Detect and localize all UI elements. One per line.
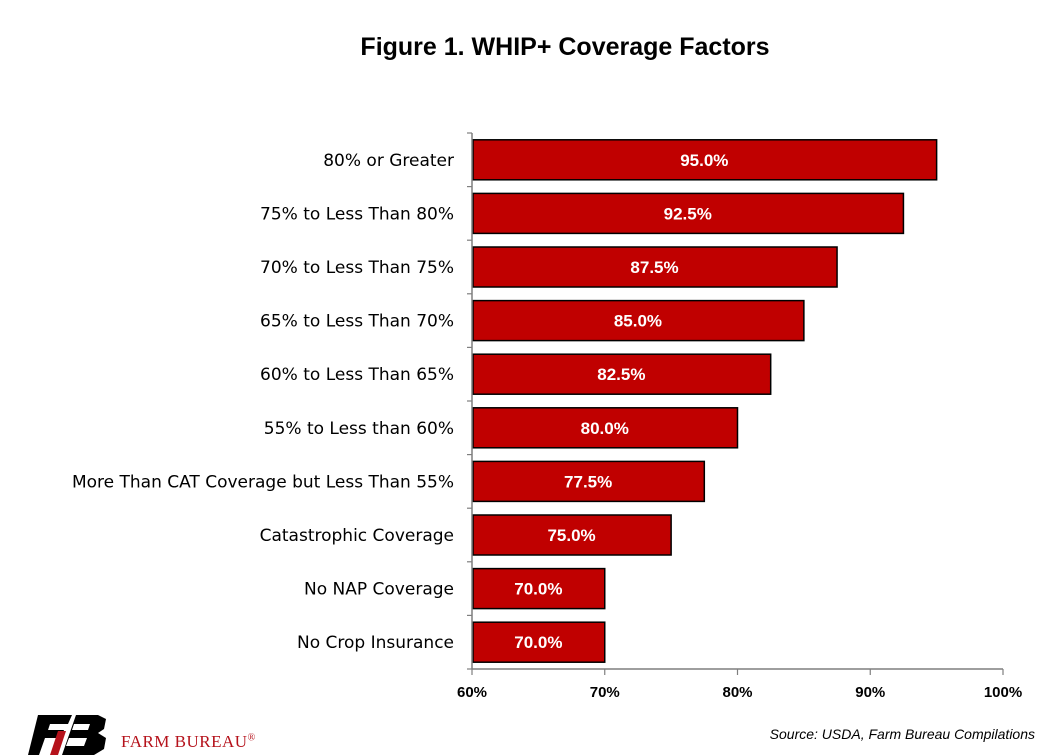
data-label: 95.0% bbox=[680, 151, 728, 170]
farm-bureau-logo-text: FARM BUREAU® bbox=[121, 732, 256, 752]
category-label: No NAP Coverage bbox=[304, 580, 454, 600]
bar bbox=[472, 139, 938, 181]
bar bbox=[472, 567, 606, 610]
source-note: Source: USDA, Farm Bureau Compilations bbox=[769, 726, 1035, 742]
category-label: Catastrophic Coverage bbox=[260, 526, 454, 546]
data-label: 85.0% bbox=[614, 312, 662, 331]
category-label: More Than CAT Coverage but Less Than 55% bbox=[72, 472, 454, 492]
farm-bureau-logo-icon bbox=[28, 715, 106, 755]
bar bbox=[472, 514, 672, 556]
category-labels-group: 80% or Greater 75% to Less Than 80% 70% to… bbox=[72, 151, 454, 653]
data-labels-group: 95.0% 92.5% 87.5% 85.0% 82.5% 80.0% 77.5% 75.0%… bbox=[514, 151, 728, 652]
bar bbox=[472, 621, 606, 663]
x-tick-label: 100% bbox=[984, 684, 1022, 701]
data-label: 70.0% bbox=[514, 580, 562, 599]
bar bbox=[472, 299, 805, 342]
category-label: 65% to Less Than 70% bbox=[260, 312, 454, 332]
category-label: 80% or Greater bbox=[323, 151, 454, 171]
bar bbox=[472, 246, 838, 288]
category-label: 55% to Less than 60% bbox=[264, 419, 454, 439]
data-label: 82.5% bbox=[597, 365, 645, 384]
category-label: No Crop Insurance bbox=[297, 633, 454, 653]
farm-bureau-logo: FARM BUREAU® bbox=[28, 713, 288, 755]
data-label: 70.0% bbox=[514, 633, 562, 652]
bar-chart: Figure 1. WHIP+ Coverage Factors 80% or … bbox=[72, 33, 1022, 701]
category-label: 75% to Less Than 80% bbox=[260, 204, 454, 224]
x-tick-label: 70% bbox=[590, 684, 620, 701]
bar bbox=[472, 407, 739, 449]
x-tick-label: 80% bbox=[722, 684, 752, 701]
x-tick-label: 90% bbox=[855, 684, 885, 701]
registered-mark: ® bbox=[247, 732, 256, 744]
chart-title: Figure 1. WHIP+ Coverage Factors bbox=[360, 33, 769, 61]
data-label: 80.0% bbox=[581, 419, 629, 438]
data-label: 92.5% bbox=[664, 204, 712, 223]
x-tick-label: 60% bbox=[457, 684, 487, 701]
bar bbox=[472, 192, 905, 235]
data-label: 77.5% bbox=[564, 472, 612, 491]
logo-text: FARM BUREAU bbox=[121, 732, 248, 751]
category-label: 60% to Less Than 65% bbox=[260, 365, 454, 385]
data-label: 75.0% bbox=[547, 526, 595, 545]
axes-group: 60% 70% 80% 90% 100% bbox=[457, 132, 1022, 701]
category-label: 70% to Less Than 75% bbox=[260, 258, 454, 278]
bar bbox=[472, 460, 706, 503]
bar bbox=[472, 353, 772, 395]
data-label: 87.5% bbox=[630, 258, 678, 277]
bars-group bbox=[472, 139, 938, 663]
